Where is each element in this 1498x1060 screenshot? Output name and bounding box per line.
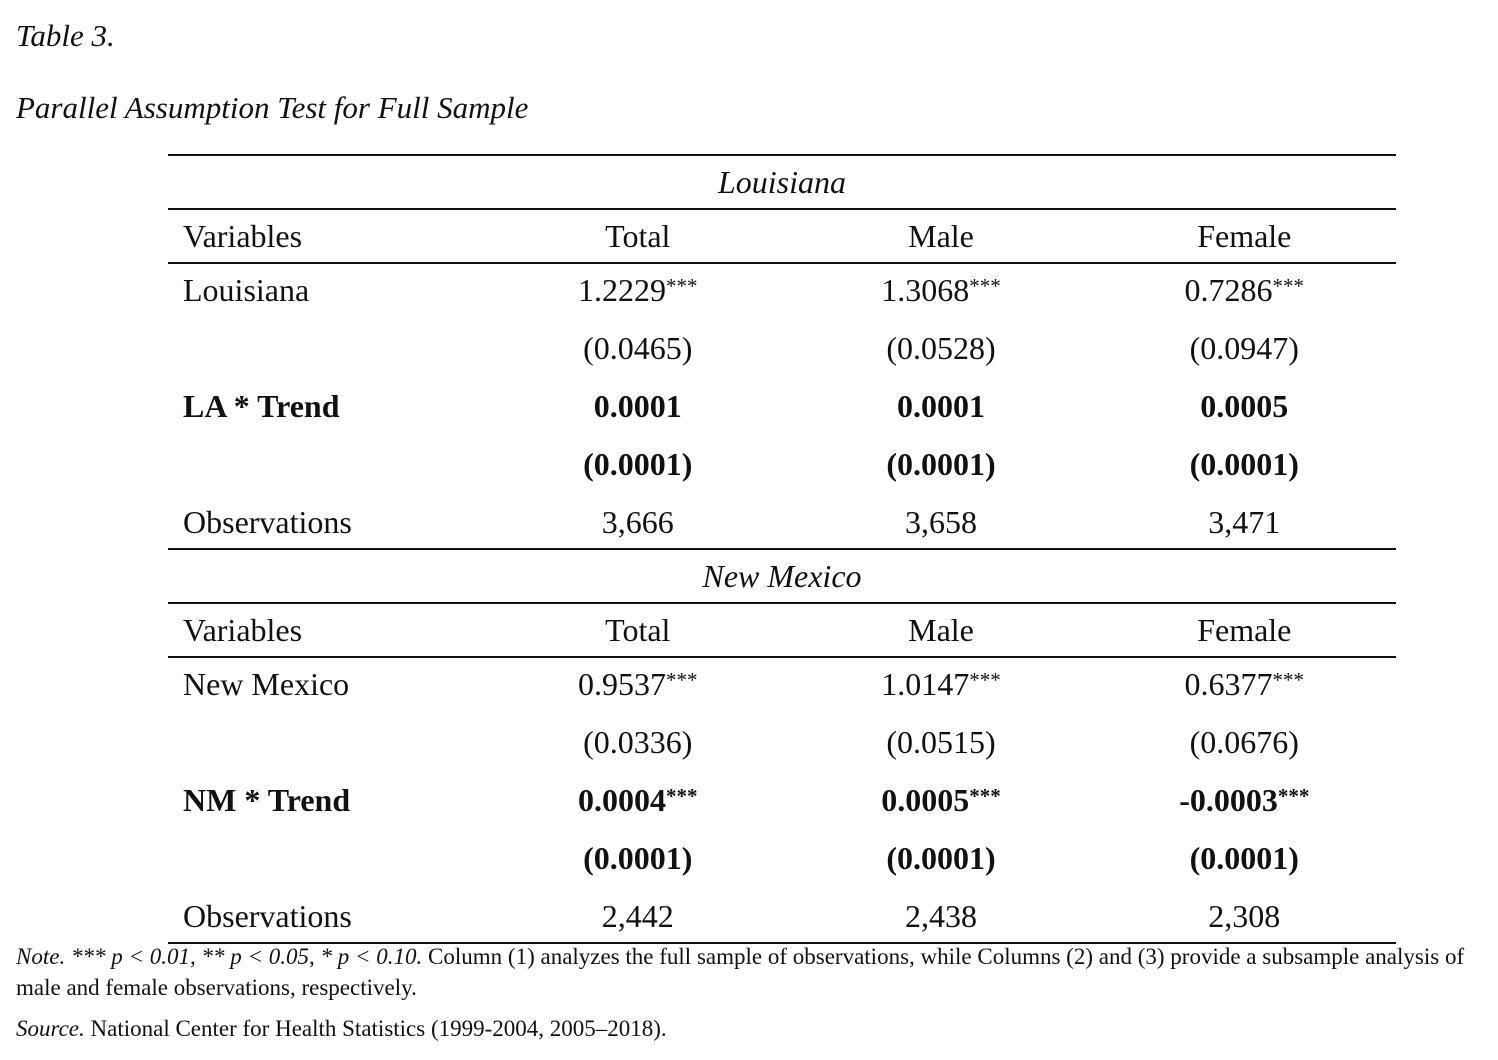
table-title: Parallel Assumption Test for Full Sample	[16, 90, 529, 125]
table-note: Note. *** p < 0.01, ** p < 0.05, * p < 0…	[16, 941, 1486, 1003]
note-significance: *** p < 0.01,	[70, 944, 196, 969]
table-cell: 0.0001	[593, 388, 682, 424]
row-label	[168, 826, 486, 890]
table-cell: 0.9537***	[578, 666, 698, 702]
table-cell: (0.0001)	[583, 840, 693, 876]
table-cell: (0.0001)	[886, 840, 996, 876]
column-header: Variables	[168, 208, 487, 264]
table-cell: 1.0147***	[881, 666, 1001, 702]
table-cell: (0.0336)	[583, 724, 693, 760]
table-cell: (0.0001)	[1189, 446, 1299, 482]
table-cell: 1.3068***	[881, 272, 1001, 308]
table-cell: -0.0003***	[1179, 782, 1310, 818]
table-cell: 1.2229***	[578, 272, 698, 308]
table-row: (0.0465) (0.0528) (0.0947)	[168, 316, 1396, 380]
table-cell: 0.6377***	[1184, 666, 1305, 702]
table-row: (0.0336) (0.0515) (0.0676)	[168, 710, 1396, 774]
table-cell: (0.0001)	[583, 446, 693, 482]
significance-stars: ***	[969, 784, 1001, 808]
table-cell: (0.0001)	[886, 446, 996, 482]
note-lead: Note.	[16, 944, 66, 969]
table-cell: 0.0005***	[881, 782, 1001, 818]
note-text: Column (1) analyzes the full sample of o…	[16, 944, 1465, 1000]
panel-title: New Mexico	[702, 558, 862, 594]
row-label: Observations	[168, 496, 487, 550]
column-header: Total	[486, 208, 790, 264]
table-row: NM * Trend 0.0004*** 0.0005*** -0.0003**…	[168, 774, 1396, 826]
panel-title: Louisiana	[168, 154, 1396, 209]
table-number: Table 3.	[16, 18, 115, 53]
row-label	[168, 710, 486, 774]
source-lead: Source.	[16, 1016, 85, 1041]
table-row: Louisiana 1.2229*** 1.3068*** 0.7286***	[168, 263, 1396, 316]
table-cell: 2,308	[1092, 890, 1396, 944]
note-significance: * p < 0.10.	[320, 944, 423, 969]
significance-stars: ***	[1272, 274, 1305, 298]
column-header: Female	[1092, 208, 1396, 264]
table-cell: 0.0005	[1200, 388, 1289, 424]
row-label: NM * Trend	[183, 782, 351, 818]
column-header: Variables	[168, 602, 487, 658]
column-header: Male	[789, 602, 1093, 658]
note-significance: ** p < 0.05,	[201, 944, 315, 969]
column-header: Male	[789, 208, 1093, 264]
regression-table: Louisiana Variables Total Male Female Lo…	[168, 154, 1396, 944]
table-cell: 3,471	[1092, 496, 1396, 550]
table-row: (0.0001) (0.0001) (0.0001)	[168, 432, 1396, 496]
table-cell: (0.0465)	[583, 330, 693, 366]
column-header: Female	[1092, 602, 1396, 658]
table-row: (0.0001) (0.0001) (0.0001)	[168, 826, 1396, 890]
significance-stars: ***	[969, 668, 1001, 692]
panel-heading: New Mexico	[168, 549, 1396, 603]
table-row: Observations 3,666 3,658 3,471	[168, 496, 1396, 550]
row-label	[168, 316, 486, 380]
row-label: New Mexico	[183, 666, 350, 702]
row-label: Observations	[168, 890, 487, 944]
table-cell: 3,666	[486, 496, 790, 550]
column-header-row: Variables Total Male Female	[168, 208, 1396, 264]
significance-stars: ***	[969, 274, 1001, 298]
table-row: Observations 2,442 2,438 2,308	[168, 890, 1396, 944]
significance-stars: ***	[666, 274, 698, 298]
table-cell: (0.0528)	[886, 330, 996, 366]
row-label: Louisiana	[183, 272, 310, 308]
table-cell: (0.0947)	[1189, 330, 1299, 366]
significance-stars: ***	[666, 784, 698, 808]
table-cell: (0.0676)	[1189, 724, 1299, 760]
table-source: Source. National Center for Health Stati…	[16, 1013, 1486, 1044]
table-cell: (0.0515)	[886, 724, 996, 760]
table-cell: (0.0001)	[1189, 840, 1299, 876]
significance-stars: ***	[1272, 668, 1305, 692]
column-header: Total	[486, 602, 790, 658]
source-text: National Center for Health Statistics (1…	[90, 1016, 667, 1041]
significance-stars: ***	[1277, 784, 1310, 808]
table-cell: 0.0001	[896, 388, 985, 424]
table-cell: 3,658	[789, 496, 1093, 550]
table-cell: 2,442	[486, 890, 790, 944]
table-cell: 0.0004***	[578, 782, 698, 818]
table-row: LA * Trend 0.0001 0.0001 0.0005	[168, 380, 1396, 432]
table-cell: 2,438	[789, 890, 1093, 944]
panel-heading: Louisiana	[168, 154, 1396, 209]
significance-stars: ***	[666, 668, 698, 692]
column-header-row: Variables Total Male Female	[168, 602, 1396, 658]
row-label: LA * Trend	[183, 388, 340, 424]
row-label	[168, 432, 486, 496]
table-cell: 0.7286***	[1184, 272, 1305, 308]
table-row: New Mexico 0.9537*** 1.0147*** 0.6377***	[168, 657, 1396, 710]
